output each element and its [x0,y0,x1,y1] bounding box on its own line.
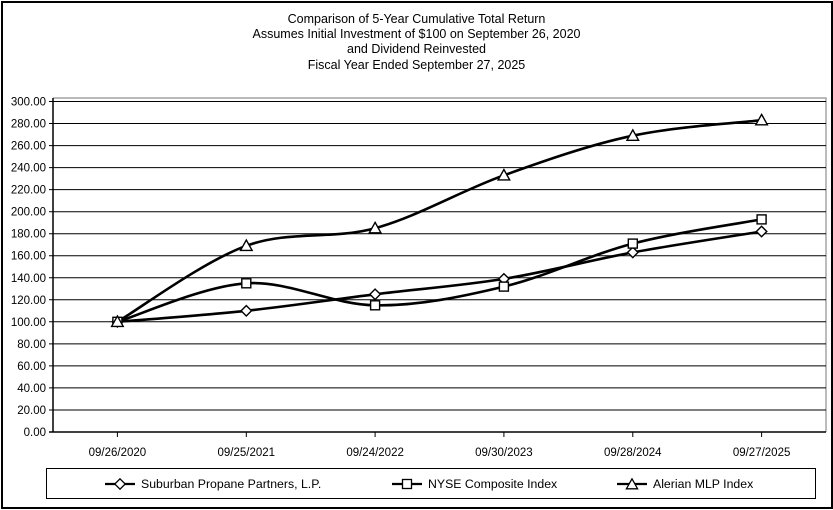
triangle-marker-icon [754,112,769,126]
series-line-triangle [116,118,763,324]
legend-item-alerian-mlp: Alerian MLP Index [617,469,753,498]
legend-item-nyse-composite: NYSE Composite Index [392,469,557,498]
square-marker-icon [369,300,381,311]
triangle-marker-icon [625,128,640,141]
triangle-marker-icon [496,168,511,181]
chart-title: Comparison of 5-Year Cumulative Total Re… [0,12,833,73]
square-marker-icon [756,214,767,225]
legend-label: Alerian MLP Index [653,476,754,491]
legend-item-suburban-propane: Suburban Propane Partners, L.P. [105,469,321,498]
x-axis-labels: 09/26/2020 09/25/2021 09/24/2022 09/30/2023… [89,447,791,459]
square-marker-icon [241,278,252,289]
x-tick-label: 09/30/2023 [475,447,533,459]
y-tick-label: 120.00 [11,295,46,307]
y-tick-label: 0.00 [24,427,46,439]
x-tick-label: 09/28/2024 [604,447,662,459]
series-line-diamond [116,230,763,324]
legend-triangle-marker-icon [617,477,647,489]
y-tick-label: 160.00 [11,251,46,263]
triangle-marker-icon [368,220,383,234]
title-line-4: Fiscal Year Ended September 27, 2025 [307,57,526,72]
diamond-marker-icon [368,288,382,301]
y-tick-label: 200.00 [11,207,46,219]
legend-label: NYSE Composite Index [428,476,558,491]
y-axis-labels: 0.00 20.00 40.00 60.00 80.00 100.00 120.00 140.… [11,97,46,440]
title-line-1: Comparison of 5-Year Cumulative Total Re… [287,12,546,26]
y-tick-label: 300.00 [11,97,46,109]
legend-diamond-marker-icon [105,477,135,490]
diamond-marker-icon [240,304,253,317]
plot-border [53,97,827,432]
y-tick-label: 280.00 [11,119,46,131]
series-markers-triangle [110,112,769,328]
diamond-marker-icon [755,225,768,238]
chart-legend: Suburban Propane Partners, L.P. NYSE Com… [46,468,816,499]
legend-square-marker-icon [392,478,422,489]
triangle-marker-icon [110,314,125,328]
y-tick-label: 20.00 [17,405,46,417]
triangle-marker-icon [239,238,254,252]
x-tick-label: 09/27/2025 [733,447,791,459]
title-line-2: Assumes Initial Investment of $100 on Se… [252,27,581,42]
series-markers-diamond [111,225,768,328]
y-tick-label: 220.00 [11,185,46,197]
y-tick-label: 180.00 [11,229,46,241]
x-tick-label: 09/24/2022 [346,447,404,459]
x-tick-label: 09/26/2020 [89,447,147,459]
x-tick-label: 09/25/2021 [218,447,276,459]
y-tick-label: 40.00 [17,383,46,395]
y-tick-label: 140.00 [11,273,46,285]
y-tick-label: 80.00 [17,339,46,351]
title-line-3: and Dividend Reinvested [347,42,486,57]
y-tick-label: 100.00 [11,317,46,329]
series-markers-square [112,214,767,327]
y-tick-label: 260.00 [11,141,46,153]
square-marker-icon [627,238,638,249]
y-tick-label: 60.00 [17,361,46,373]
gridlines [49,101,826,433]
diamond-marker-icon [626,246,639,259]
chart-plot-area: 0.00 20.00 40.00 60.00 80.00 100.00 120.00 140.… [11,97,827,459]
square-marker-icon [498,281,510,292]
y-tick-label: 240.00 [11,163,46,175]
series-line-square [116,218,763,324]
legend-label: Suburban Propane Partners, L.P. [141,476,322,491]
